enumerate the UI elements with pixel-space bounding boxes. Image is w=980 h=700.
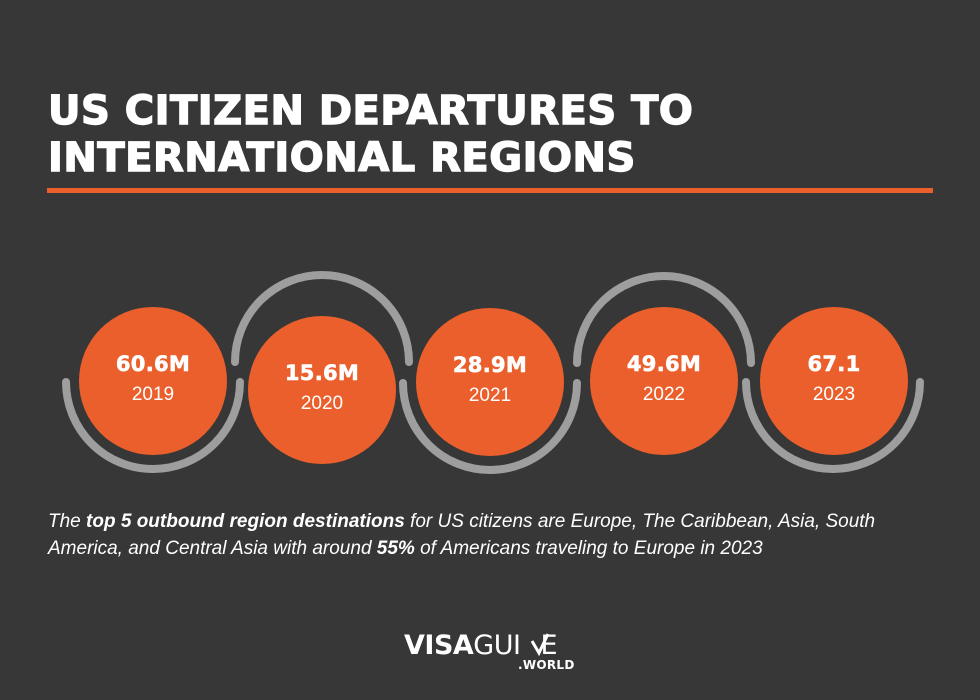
- title-line-2: INTERNATIONAL REGIONS: [47, 134, 636, 181]
- arc-2023-bottom: [742, 378, 924, 473]
- stat-year: 2019: [131, 384, 175, 405]
- desc-part-2: for US citizens are Europe, The Caribbea…: [48, 511, 876, 559]
- logo-world-text: .WORLD: [518, 658, 575, 672]
- stat-value: 49.6M: [626, 352, 702, 377]
- logo-visa-text: VISA: [404, 630, 474, 661]
- title-underline: [47, 188, 933, 193]
- stat-circle-2022: 49.6M 2022: [590, 307, 738, 455]
- stat-circle-2020: 15.6M 2020: [248, 316, 396, 464]
- desc-part-1: The: [48, 511, 87, 532]
- stat-value: 60.6M: [115, 352, 191, 377]
- logo-guide-text: GUI: [473, 630, 521, 661]
- arc-2019-bottom: [62, 378, 244, 473]
- stat-circle-2019: 60.6M 2019: [79, 307, 227, 455]
- arc-2020-top: [231, 271, 413, 366]
- stat-year: 2023: [812, 384, 856, 405]
- arc-2021-bottom: [399, 379, 581, 474]
- desc-bold-2: 55%: [376, 538, 415, 559]
- title-line-1: US CITIZEN DEPARTURES TO: [47, 87, 694, 134]
- stat-year: 2022: [642, 384, 686, 405]
- arc-2022-top: [573, 272, 755, 367]
- stat-value: 15.6M: [284, 361, 360, 386]
- stat-circle-2021: 28.9M 2021: [416, 308, 564, 456]
- description-text: The top 5 outbound region destinations f…: [48, 508, 948, 562]
- check-icon: [530, 633, 550, 656]
- desc-part-3: of Americans traveling to Europe in 2023: [414, 538, 763, 559]
- page-title: US CITIZEN DEPARTURES TO INTERNATIONAL R…: [47, 87, 948, 182]
- stat-year: 2020: [300, 393, 344, 414]
- stat-year: 2021: [468, 385, 512, 406]
- desc-bold-1: top 5 outbound region destinations: [86, 511, 405, 532]
- stat-value: 28.9M: [452, 353, 528, 378]
- stat-value: 67.1: [807, 352, 861, 377]
- stat-circle-2023: 67.1 2023: [760, 307, 908, 455]
- visaguide-logo: VISAGUI E .WORLD: [404, 630, 574, 672]
